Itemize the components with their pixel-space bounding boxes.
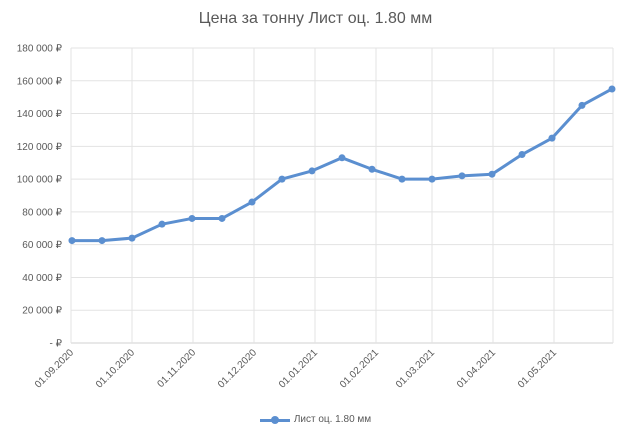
chart-title: Цена за тонну Лист оц. 1.80 мм [198,10,433,27]
x-tick-label: 01.09.2020 [33,347,76,390]
data-point [308,167,316,175]
data-point [428,175,436,183]
x-tick-label: 01.04.2021 [455,347,498,390]
x-tick-label: 01.05.2021 [516,347,559,390]
data-point [338,154,346,162]
data-point [68,237,76,245]
data-point [158,220,166,228]
data-point [608,85,616,93]
y-tick-label: 120 000 ₽ [17,142,63,153]
data-point [188,214,196,222]
data-point [98,237,106,245]
data-point [458,172,466,180]
data-point [518,151,526,159]
data-point [578,101,586,109]
x-tick-label: 01.02.2021 [338,347,381,390]
x-tick-label: 01.10.2020 [94,347,137,390]
y-tick-label: 80 000 ₽ [22,207,62,218]
x-axis-ticks: 01.09.2020 01.10.2020 01.11.2020 01.12.2020… [33,347,559,390]
y-tick-label: 40 000 ₽ [22,273,62,284]
legend: Лист оц. 1.80 мм [0,414,631,425]
x-tick-label: 01.12.2020 [216,347,259,390]
data-point [548,134,556,142]
data-point [278,175,286,183]
series-line [72,87,613,243]
y-tick-label: 160 000 ₽ [17,76,63,87]
legend-line-marker-icon [259,415,290,425]
y-tick-label: 20 000 ₽ [22,306,62,317]
y-tick-label: 180 000 ₽ [17,44,63,55]
y-axis-ticks: - ₽ 20 000 ₽ 40 000 ₽ 60 000 ₽ 80 000 ₽ 100 0… [17,44,63,350]
y-tick-label: 140 000 ₽ [17,109,63,120]
data-point [398,175,406,183]
y-tick-label: 60 000 ₽ [22,240,62,251]
x-tick-label: 01.01.2021 [277,347,320,390]
data-series [68,85,616,245]
data-point [368,165,376,173]
y-tick-label: 100 000 ₽ [17,175,63,186]
y-tick-label: - ₽ [50,339,63,350]
data-point [248,198,256,206]
data-point [488,170,496,178]
x-tick-label: 01.11.2020 [155,347,198,390]
legend-label: Лист оц. 1.80 мм [293,414,372,425]
data-point [128,234,136,242]
gridlines [70,47,614,344]
x-tick-label: 01.03.2021 [394,347,437,390]
data-point [218,214,226,222]
